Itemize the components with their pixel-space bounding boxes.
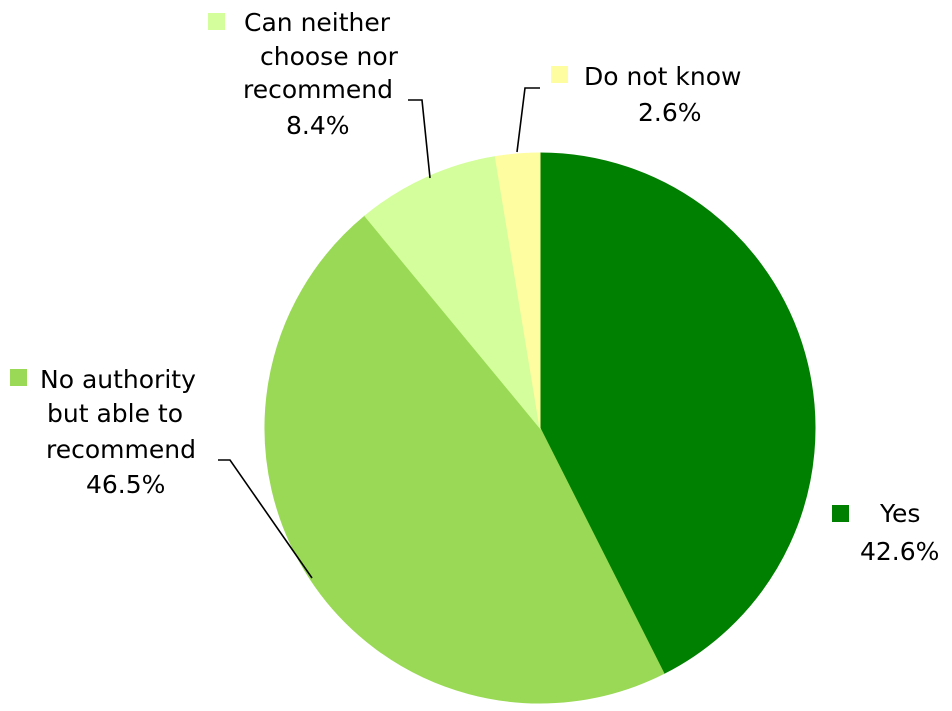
pie-slice-can-neither-choose-nor-recommend xyxy=(364,156,541,430)
pie-slice-no-authority-but-able-to-recommend xyxy=(264,215,665,704)
label-no-authority-line1: No authority xyxy=(40,365,196,394)
leader-line-can-neither xyxy=(408,99,431,179)
data-label-can-neither: Can neither choose nor recommend 8.4% xyxy=(208,8,399,140)
data-label-yes: Yes 42.6% xyxy=(832,499,939,566)
marker-no-authority xyxy=(10,369,27,386)
label-no-authority-line2: but able to xyxy=(47,399,183,428)
data-label-do-not-know: Do not know 2.6% xyxy=(551,62,741,127)
label-yes-value: 42.6% xyxy=(860,537,939,566)
label-no-authority-value: 46.5% xyxy=(86,470,165,499)
label-yes-name: Yes xyxy=(879,499,920,528)
leader-line-no-authority xyxy=(218,459,313,579)
label-do-not-know-value: 2.6% xyxy=(638,98,702,127)
pie-slice-do-not-know xyxy=(494,152,541,429)
label-can-neither-line3: recommend xyxy=(243,75,393,104)
label-can-neither-line2: choose nor xyxy=(260,42,399,71)
pie-slices xyxy=(264,152,816,704)
marker-do-not-know xyxy=(551,66,568,83)
pie-slice-yes xyxy=(539,152,816,675)
data-label-no-authority: No authority but able to recommend 46.5% xyxy=(10,365,196,499)
label-can-neither-line1: Can neither xyxy=(244,8,391,37)
label-no-authority-line3: recommend xyxy=(46,435,196,464)
marker-yes xyxy=(832,505,849,522)
label-do-not-know-name: Do not know xyxy=(584,62,741,91)
label-can-neither-value: 8.4% xyxy=(286,111,350,140)
leader-line-do-not-know xyxy=(516,87,540,153)
marker-can-neither xyxy=(208,13,225,30)
